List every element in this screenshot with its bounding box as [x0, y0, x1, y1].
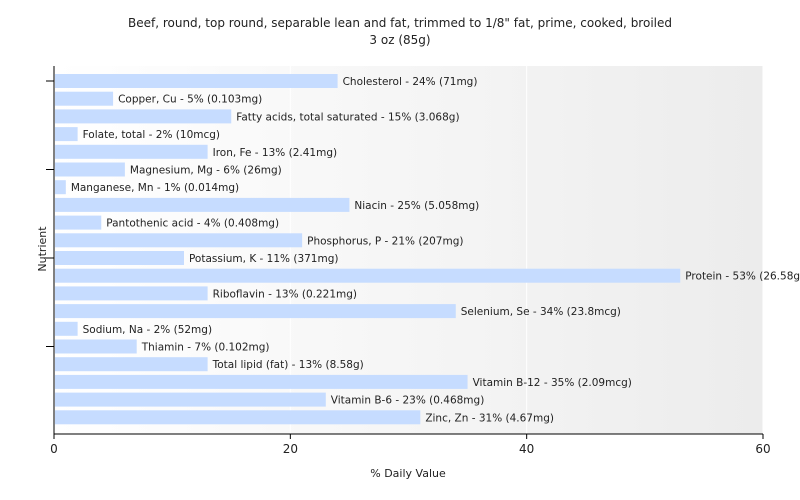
- bar-label-7: Niacin - 25% (5.058mg): [354, 200, 479, 212]
- bar-label-12: Riboflavin - 13% (0.221mg): [213, 288, 357, 300]
- gridlines: [289, 66, 764, 434]
- bar-label-1: Copper, Cu - 5% (0.103mg): [118, 94, 262, 106]
- bar-11: [55, 268, 681, 283]
- bar-label-2: Fatty acids, total saturated - 15% (3.06…: [236, 111, 459, 123]
- bar-4: [55, 144, 208, 159]
- bar-14: [55, 321, 78, 336]
- bar-label-16: Total lipid (fat) - 13% (8.58g): [212, 359, 364, 371]
- y-axis-title: Nutrient: [36, 226, 49, 272]
- bar-2: [55, 109, 232, 124]
- bar-3: [55, 127, 78, 142]
- x-tick-label-1: 20: [283, 442, 298, 456]
- bar-label-14: Sodium, Na - 2% (52mg): [83, 324, 212, 336]
- bar-label-11: Protein - 53% (26.58g): [685, 271, 800, 283]
- bar-17: [55, 374, 468, 389]
- plot-area: [54, 66, 763, 434]
- bar-label-15: Thiamin - 7% (0.102mg): [141, 342, 270, 354]
- bar-0: [55, 74, 338, 88]
- bar-6: [55, 180, 66, 195]
- bar-5: [55, 162, 125, 177]
- bar-label-0: Cholesterol - 24% (71mg): [343, 76, 478, 88]
- x-tick-label-0: 0: [50, 442, 58, 456]
- bar-12: [55, 286, 208, 301]
- bar-label-5: Magnesium, Mg - 6% (26mg): [130, 165, 282, 177]
- bar-16: [55, 357, 208, 372]
- bar-label-8: Pantothenic acid - 4% (0.408mg): [106, 218, 279, 230]
- bar-label-18: Vitamin B-6 - 23% (0.468mg): [331, 395, 485, 407]
- bar-9: [55, 233, 303, 248]
- bar-label-10: Potassium, K - 11% (371mg): [189, 253, 339, 265]
- bar-label-4: Iron, Fe - 13% (2.41mg): [213, 147, 337, 159]
- bar-19: [55, 410, 421, 425]
- axes-group: 0 20 40 60: [46, 66, 771, 456]
- bar-13: [55, 304, 456, 319]
- chart-title: Beef, round, top round, separable lean a…: [128, 16, 672, 30]
- bar-label-19: Zinc, Zn - 31% (4.67mg): [425, 412, 554, 424]
- bar-label-3: Folate, total - 2% (10mcg): [83, 129, 220, 141]
- bar-label-13: Selenium, Se - 34% (23.8mcg): [461, 306, 621, 318]
- bar-8: [55, 215, 102, 230]
- x-tick-label-2: 40: [519, 442, 534, 456]
- x-tick-label-3: 60: [755, 442, 770, 456]
- x-axis-title: % Daily Value: [370, 467, 446, 480]
- bar-18: [55, 392, 326, 407]
- bars-group: Cholesterol - 24% (71mg) Copper, Cu - 5% …: [55, 74, 800, 425]
- chart-subtitle: 3 oz (85g): [369, 33, 430, 47]
- bar-label-9: Phosphorus, P - 21% (207mg): [307, 235, 463, 247]
- bar-7: [55, 197, 350, 212]
- bar-15: [55, 339, 137, 354]
- bar-1: [55, 91, 114, 106]
- bar-label-6: Manganese, Mn - 1% (0.014mg): [71, 182, 239, 194]
- bar-10: [55, 251, 184, 265]
- bar-label-17: Vitamin B-12 - 35% (2.09mcg): [473, 377, 632, 389]
